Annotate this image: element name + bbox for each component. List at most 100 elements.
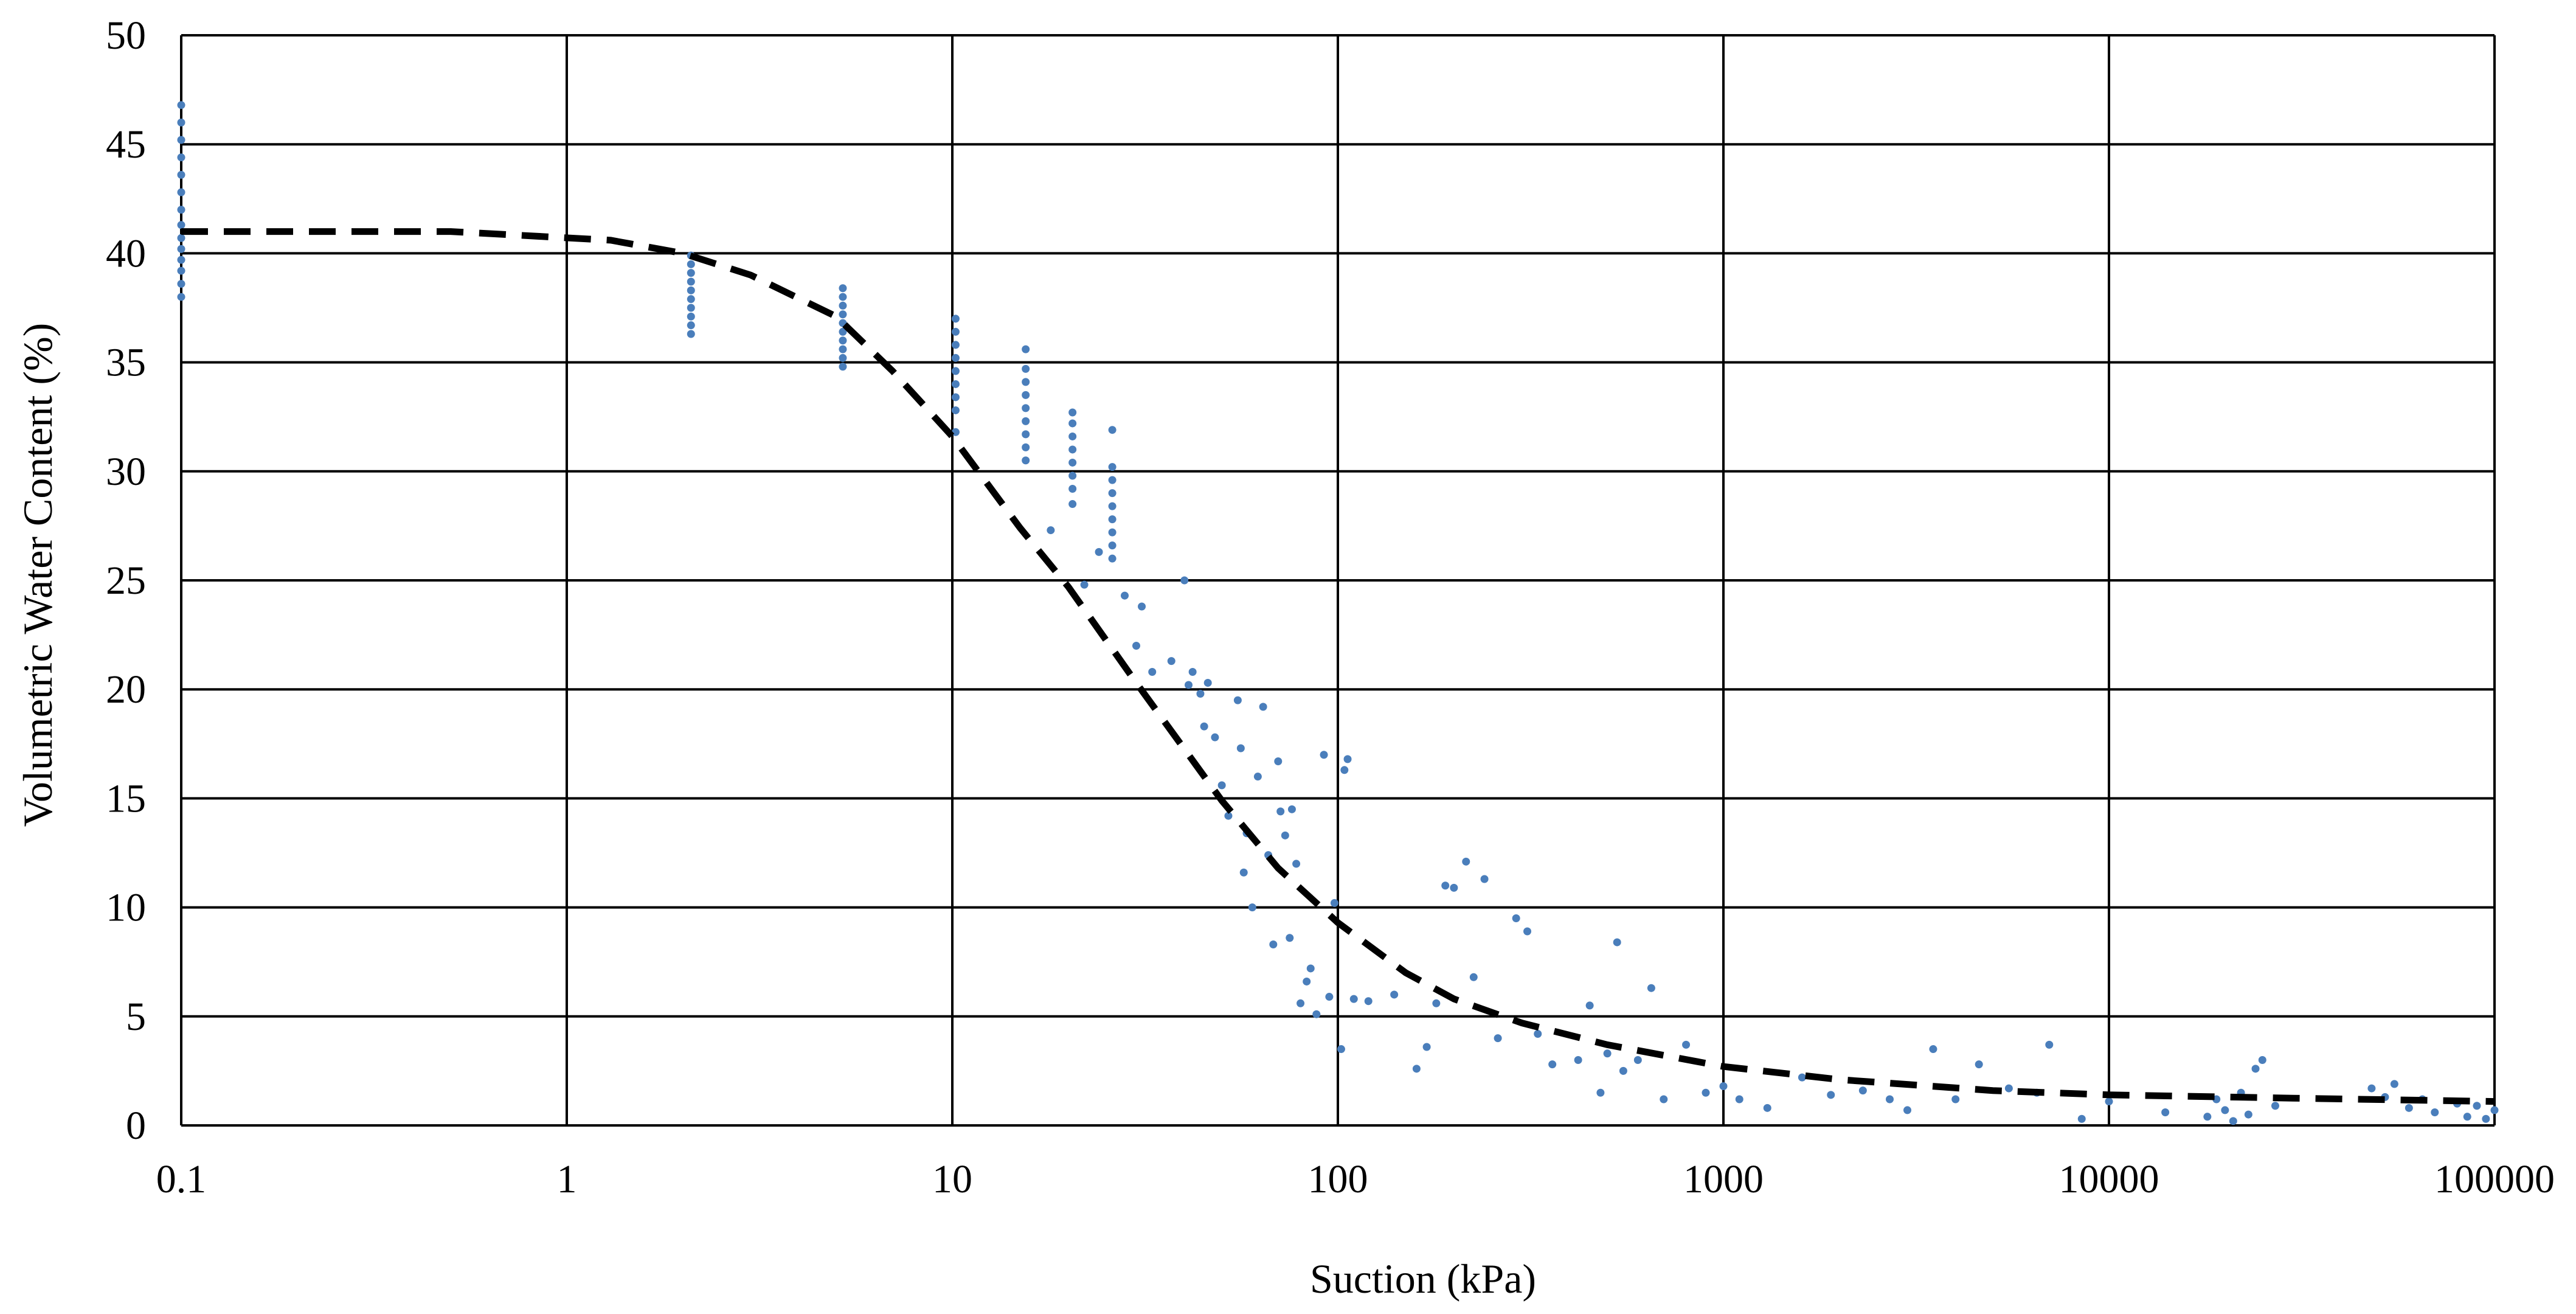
data-point (1253, 773, 1262, 781)
data-point (839, 327, 847, 336)
data-point (2463, 1113, 2471, 1121)
data-point (839, 336, 847, 345)
y-tick-label: 25 (106, 558, 146, 603)
data-point (1450, 883, 1458, 892)
data-point (1633, 1055, 1642, 1064)
y-tick-labels: 0 5 10 15 20 25 30 35 40 45 50 (106, 13, 146, 1148)
data-point (1735, 1095, 1743, 1104)
y-tick-label: 5 (126, 995, 146, 1039)
data-point (839, 353, 847, 362)
y-tick-label: 50 (106, 13, 146, 58)
data-point (839, 284, 847, 293)
data-point (1292, 860, 1301, 868)
data-point (687, 269, 695, 277)
data-point (1108, 502, 1117, 510)
data-point (1432, 999, 1441, 1007)
data-point (1281, 831, 1289, 839)
data-point (1325, 993, 1334, 1001)
data-point (1068, 471, 1077, 480)
data-point (1022, 430, 1030, 439)
data-point (1108, 515, 1117, 524)
data-point (1330, 899, 1338, 907)
data-point (1185, 681, 1193, 689)
data-point (1108, 554, 1117, 563)
data-point (1274, 757, 1283, 765)
x-tick-label: 10000 (2059, 1157, 2159, 1201)
data-point (1827, 1091, 1835, 1099)
data-point (177, 245, 185, 253)
data-point (687, 286, 695, 294)
data-point (1412, 1065, 1421, 1073)
data-point (2473, 1102, 2481, 1110)
data-point (839, 345, 847, 353)
data-point (1702, 1088, 1710, 1097)
data-point (1022, 404, 1030, 412)
data-point (2203, 1113, 2212, 1121)
data-point (1798, 1073, 1806, 1082)
y-tick-label: 10 (106, 886, 146, 930)
data-point (2045, 1040, 2054, 1049)
data-point (1068, 408, 1077, 417)
data-point (1138, 602, 1146, 611)
data-point (1259, 703, 1267, 711)
y-axis-label: Volumetric Water Content (%) (15, 323, 61, 827)
data-point (177, 136, 185, 144)
data-point (1188, 668, 1197, 676)
data-point (1469, 973, 1478, 981)
data-point (1306, 964, 1315, 973)
data-point (177, 293, 185, 301)
data-point (177, 266, 185, 275)
data-point (177, 101, 185, 109)
data-point (2004, 1084, 2013, 1093)
data-point (2367, 1084, 2376, 1093)
data-point (1585, 1001, 1594, 1010)
data-point (1858, 1086, 1867, 1095)
data-point (1047, 526, 1055, 535)
x-tick-label: 100 (1308, 1157, 1368, 1201)
x-axis-label: Suction (kPa) (1310, 1256, 1536, 1302)
data-point (1180, 576, 1189, 585)
data-point (1108, 463, 1117, 471)
x-tick-label: 0.1 (156, 1157, 207, 1201)
data-point (1167, 657, 1175, 666)
data-point (1068, 445, 1077, 454)
data-point (1068, 419, 1077, 428)
data-point (1108, 528, 1117, 537)
data-point (1196, 689, 1205, 698)
data-point (1343, 755, 1352, 763)
data-point (687, 321, 695, 330)
data-point (687, 295, 695, 304)
data-point (177, 280, 185, 288)
fit-line (181, 228, 2495, 1105)
gridlines (180, 34, 2496, 1127)
data-point (1534, 1029, 1542, 1038)
fit-curve (181, 228, 2495, 1105)
data-point (177, 234, 185, 242)
data-point (177, 153, 185, 162)
data-point (1320, 751, 1328, 759)
data-point (1108, 476, 1117, 484)
data-point (1236, 744, 1245, 753)
y-tick-label: 35 (106, 341, 146, 385)
data-point (1068, 500, 1077, 509)
data-point (2482, 1114, 2490, 1123)
data-point (1233, 696, 1242, 704)
data-point (1548, 1060, 1557, 1069)
data-point (951, 327, 960, 336)
data-point (1068, 458, 1077, 467)
data-point (2390, 1080, 2398, 1088)
data-point (1364, 997, 1373, 1006)
data-point (839, 363, 847, 371)
data-point (687, 330, 695, 338)
data-point (2105, 1097, 2113, 1106)
data-point (1462, 857, 1470, 866)
data-point (951, 367, 960, 375)
data-point (2431, 1108, 2439, 1116)
data-point (687, 277, 695, 286)
data-point (1574, 1055, 1582, 1064)
y-tick-label: 30 (106, 450, 146, 494)
data-point (1340, 766, 1349, 774)
data-point (2161, 1108, 2170, 1116)
data-point (1619, 1066, 1627, 1075)
